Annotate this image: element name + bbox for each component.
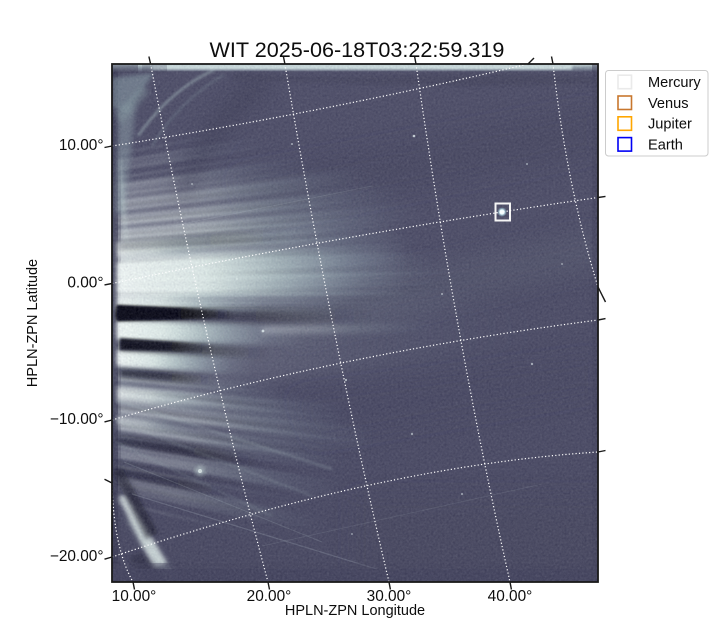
svg-text:WIT 2025-06-18T03:22:59.319: WIT 2025-06-18T03:22:59.319 — [210, 37, 505, 62]
svg-text:−20.00°: −20.00° — [50, 548, 104, 565]
svg-text:20.00°: 20.00° — [247, 588, 292, 605]
svg-text:30.00°: 30.00° — [367, 588, 412, 605]
svg-text:40.00°: 40.00° — [488, 588, 533, 605]
svg-text:Venus: Venus — [648, 96, 689, 112]
svg-text:HPLN-ZPN Latitude: HPLN-ZPN Latitude — [25, 259, 41, 387]
svg-text:−10.00°: −10.00° — [50, 411, 104, 428]
svg-text:HPLN-ZPN Longitude: HPLN-ZPN Longitude — [285, 603, 425, 619]
svg-text:Earth: Earth — [648, 137, 683, 153]
svg-text:Mercury: Mercury — [648, 75, 701, 91]
svg-text:10.00°: 10.00° — [59, 137, 104, 154]
svg-text:Jupiter: Jupiter — [648, 117, 692, 133]
svg-text:10.00°: 10.00° — [112, 588, 157, 605]
svg-text:0.00°: 0.00° — [67, 275, 103, 292]
